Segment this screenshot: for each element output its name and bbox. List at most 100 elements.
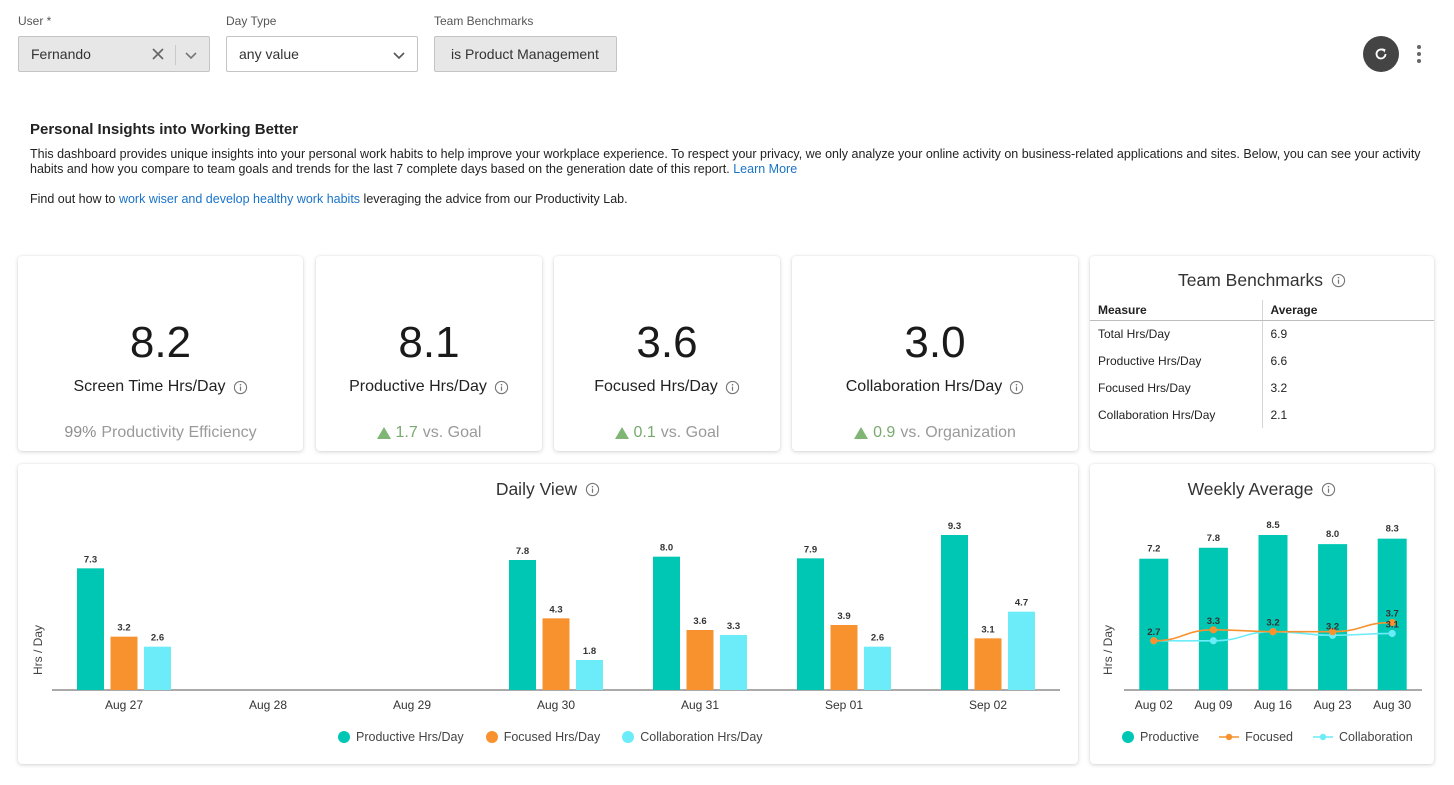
table-row: Focused Hrs/Day 3.2 (1090, 374, 1434, 401)
legend-swatch-collaboration (1313, 733, 1334, 741)
legend-label: Collaboration (1339, 730, 1413, 744)
data-point[interactable] (1388, 618, 1396, 627)
data-label: 3.3 (727, 621, 740, 632)
data-label: 3.1 (981, 624, 995, 635)
kpi-label-text: Screen Time Hrs/Day (73, 378, 226, 395)
data-label: 1.8 (583, 646, 596, 657)
find-out-prefix: Find out how to (30, 192, 116, 206)
info-icon[interactable] (725, 380, 740, 395)
kpi-card-focused: 3.6 Focused Hrs/Day 0.1 vs. Goal (554, 256, 780, 451)
data-label: 3.2 (1326, 621, 1339, 632)
y-axis-label: Hrs / Day (31, 625, 45, 675)
column-header-measure: Measure (1090, 300, 1262, 321)
kpi-footer: 99% Productivity Efficiency (18, 424, 303, 442)
data-label: 3.1 (1386, 619, 1400, 630)
kpi-value: 3.0 (904, 318, 966, 367)
bar[interactable] (1318, 544, 1348, 690)
measure-cell: Focused Hrs/Day (1098, 380, 1191, 395)
refresh-icon (1375, 48, 1387, 60)
bar[interactable] (1198, 547, 1228, 690)
legend-label: Focused Hrs/Day (503, 730, 601, 744)
intro-description: This dashboard provides unique insights … (30, 147, 1421, 176)
legend-item-focused[interactable]: Focused Hrs/Day (485, 730, 601, 744)
bar[interactable] (1008, 611, 1035, 690)
x-tick-label: Aug 28 (249, 698, 287, 712)
legend-item-focused[interactable]: Focused (1219, 730, 1293, 744)
data-point[interactable] (1150, 637, 1158, 645)
info-icon[interactable] (494, 380, 509, 395)
data-point[interactable] (1269, 628, 1277, 636)
bar[interactable] (686, 630, 714, 690)
more-options-icon[interactable] (1410, 42, 1428, 66)
legend-item-productive[interactable]: Productive Hrs/Day (338, 730, 464, 744)
bar[interactable] (1139, 558, 1169, 690)
day-type-select[interactable]: any value (226, 36, 418, 72)
day-type-filter-label: Day Type (226, 14, 277, 28)
data-point[interactable] (1209, 626, 1217, 634)
bar[interactable] (144, 646, 171, 690)
legend-item-productive[interactable]: Productive (1122, 730, 1199, 744)
kpi-footer-text: vs. Goal (422, 424, 482, 441)
chevron-down-icon[interactable] (391, 47, 407, 63)
average-cell: 6.9 (1261, 320, 1434, 347)
legend-swatch-focused (485, 731, 498, 743)
bar[interactable] (1258, 535, 1288, 690)
info-icon[interactable] (1009, 380, 1024, 395)
info-icon[interactable] (1321, 482, 1336, 497)
team-benchmarks-chip-value: is Product Management (451, 46, 599, 62)
kpi-value: 3.6 (636, 318, 698, 367)
bar[interactable] (941, 535, 968, 690)
x-tick-label: Aug 09 (1194, 698, 1232, 712)
select-divider (175, 45, 176, 65)
bar[interactable] (720, 635, 747, 690)
bar[interactable] (797, 558, 824, 690)
info-icon[interactable] (233, 380, 248, 395)
kpi-card-collaboration: 3.0 Collaboration Hrs/Day 0.9 vs. Organi… (792, 256, 1078, 451)
bar[interactable] (864, 646, 891, 690)
info-icon[interactable] (585, 482, 600, 497)
bar[interactable] (1377, 538, 1407, 690)
legend-item-collaboration[interactable]: Collaboration (1313, 730, 1413, 744)
y-axis-label: Hrs / Day (1101, 625, 1115, 675)
kpi-footer: 0.9 vs. Organization (792, 424, 1078, 442)
kpi-footer-text: Productivity Efficiency (101, 424, 257, 441)
day-type-select-value: any value (239, 46, 299, 62)
x-tick-label: Aug 30 (1373, 698, 1411, 712)
data-label: 8.5 (1266, 520, 1280, 531)
bar[interactable] (542, 618, 570, 690)
info-icon[interactable] (1331, 273, 1346, 288)
team-benchmarks-chip[interactable]: is Product Management (434, 36, 617, 72)
average-cell: 6.6 (1261, 347, 1434, 374)
bar[interactable] (110, 636, 138, 690)
clear-icon[interactable] (149, 45, 167, 63)
bar[interactable] (830, 625, 858, 690)
data-point[interactable] (1388, 629, 1396, 638)
bar[interactable] (653, 556, 680, 690)
bar[interactable] (77, 568, 104, 690)
data-label: 8.3 (1386, 524, 1399, 535)
work-wiser-link[interactable]: work wiser and develop healthy work habi… (118, 192, 361, 206)
data-label: 3.7 (1386, 609, 1399, 620)
find-out-suffix: leveraging the advice from our Productiv… (363, 192, 628, 206)
user-select[interactable]: Fernando (18, 36, 210, 72)
data-point[interactable] (1209, 637, 1217, 645)
chevron-down-icon[interactable] (183, 47, 199, 63)
bar[interactable] (576, 660, 603, 690)
kpi-footer-value: 0.1 (633, 424, 656, 441)
learn-more-link[interactable]: Learn More (733, 162, 798, 176)
bar[interactable] (974, 638, 1002, 690)
refresh-button[interactable] (1363, 36, 1399, 72)
day-type-filter: Day Type any value (226, 14, 418, 72)
daily-view-title-text: Daily View (495, 479, 578, 499)
x-tick-label: Aug 02 (1135, 698, 1173, 712)
daily-view-chart: Hrs / Day Aug 27 7.3 3.2 2.6 Aug 28 Aug 29 Aug… (31, 521, 1060, 712)
legend-label: Productive Hrs/Day (356, 730, 464, 744)
table-row: Collaboration Hrs/Day 2.1 (1090, 401, 1434, 428)
data-point[interactable] (1329, 628, 1337, 636)
kpi-footer: 0.1 vs. Goal (554, 424, 780, 442)
table-row: Productive Hrs/Day 6.6 (1090, 347, 1434, 374)
kpi-label: Screen Time Hrs/Day (18, 378, 303, 396)
kpi-footer-text: vs. Organization (900, 424, 1016, 441)
legend-item-collaboration[interactable]: Collaboration Hrs/Day (622, 730, 763, 744)
bar[interactable] (509, 560, 536, 690)
